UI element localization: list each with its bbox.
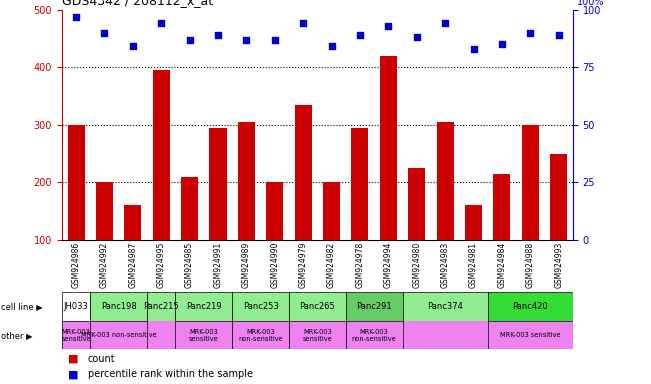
Text: MRK-003
sensitive: MRK-003 sensitive (189, 329, 219, 341)
Text: GSM924987: GSM924987 (128, 242, 137, 288)
Text: GSM924984: GSM924984 (497, 242, 506, 288)
Point (99, 30, 109, 36)
Bar (465, 205, 482, 240)
Bar (295, 104, 312, 240)
Point (326, 43, 337, 50)
Text: MRK-003
non-sensitive: MRK-003 non-sensitive (238, 329, 283, 341)
Bar (380, 56, 397, 240)
Point (553, 32, 564, 38)
Bar (402, 292, 488, 321)
Text: GDS4342 / 208112_x_at: GDS4342 / 208112_x_at (62, 0, 213, 7)
Text: GSM924986: GSM924986 (72, 242, 81, 288)
Bar (346, 321, 402, 349)
Text: Panc253: Panc253 (243, 302, 279, 311)
Text: MRK-003
sensitive: MRK-003 sensitive (303, 329, 332, 341)
Text: Panc265: Panc265 (299, 302, 335, 311)
Text: Panc374: Panc374 (427, 302, 463, 311)
Text: GSM924980: GSM924980 (412, 242, 421, 288)
Bar (175, 292, 232, 321)
Bar (68, 125, 85, 240)
Bar (346, 292, 402, 321)
Point (71, 13, 81, 20)
Bar (232, 321, 289, 349)
Bar (323, 182, 340, 240)
Text: GSM924992: GSM924992 (100, 242, 109, 288)
Bar (488, 321, 573, 349)
Text: JH033: JH033 (64, 302, 89, 311)
Bar (289, 292, 346, 321)
Text: Panc215: Panc215 (143, 302, 179, 311)
Bar (175, 321, 232, 349)
Bar (96, 182, 113, 240)
Text: GSM924982: GSM924982 (327, 242, 336, 288)
Text: percentile rank within the sample: percentile rank within the sample (88, 369, 253, 379)
Text: other ▶: other ▶ (1, 331, 33, 339)
Point (128, 43, 138, 50)
Bar (153, 70, 170, 240)
Text: ■: ■ (68, 354, 79, 364)
Text: count: count (88, 354, 115, 364)
Bar (437, 122, 454, 240)
Text: GSM924978: GSM924978 (355, 242, 365, 288)
Bar (493, 174, 510, 240)
Text: GSM924979: GSM924979 (299, 242, 308, 288)
Bar (181, 177, 198, 240)
Bar (124, 205, 141, 240)
Bar (210, 127, 227, 240)
Text: Panc291: Panc291 (356, 302, 392, 311)
Point (355, 32, 365, 38)
Text: GSM924990: GSM924990 (270, 242, 279, 288)
Text: MRK-003 sensitive: MRK-003 sensitive (500, 332, 561, 338)
Text: GSM924993: GSM924993 (554, 242, 563, 288)
Bar (408, 168, 425, 240)
Point (270, 36, 280, 43)
Point (241, 36, 251, 43)
Point (156, 20, 167, 26)
Text: GSM924985: GSM924985 (185, 242, 194, 288)
Text: GSM924995: GSM924995 (157, 242, 166, 288)
Text: MRK-003
sensitive: MRK-003 sensitive (61, 329, 91, 341)
Bar (266, 182, 283, 240)
Text: GSM924991: GSM924991 (214, 242, 223, 288)
Point (184, 36, 195, 43)
Bar (289, 321, 346, 349)
Point (525, 30, 536, 36)
Bar (352, 127, 368, 240)
Point (468, 46, 478, 52)
Text: Panc219: Panc219 (186, 302, 221, 311)
Point (298, 20, 309, 26)
Text: ■: ■ (68, 369, 79, 379)
Point (213, 32, 223, 38)
Text: 100%: 100% (577, 0, 605, 7)
Bar (62, 292, 90, 321)
Bar (147, 292, 175, 321)
Point (411, 34, 422, 40)
Point (383, 23, 394, 29)
Text: GSM924994: GSM924994 (384, 242, 393, 288)
Bar (521, 125, 539, 240)
Bar (488, 292, 573, 321)
Bar (90, 292, 147, 321)
Bar (62, 321, 90, 349)
Bar (90, 321, 147, 349)
Text: cell line ▶: cell line ▶ (1, 302, 43, 311)
Text: Panc420: Panc420 (512, 302, 548, 311)
Bar (232, 292, 289, 321)
Text: GSM924988: GSM924988 (526, 242, 534, 288)
Point (440, 20, 450, 26)
Bar (238, 122, 255, 240)
Text: GSM924983: GSM924983 (441, 242, 450, 288)
Text: GSM924981: GSM924981 (469, 242, 478, 288)
Text: Panc198: Panc198 (101, 302, 137, 311)
Point (497, 41, 507, 47)
Bar (550, 154, 567, 240)
Text: MRK-003 non-sensitive: MRK-003 non-sensitive (81, 332, 156, 338)
Text: MRK-003
non-sensitive: MRK-003 non-sensitive (352, 329, 396, 341)
Text: GSM924989: GSM924989 (242, 242, 251, 288)
